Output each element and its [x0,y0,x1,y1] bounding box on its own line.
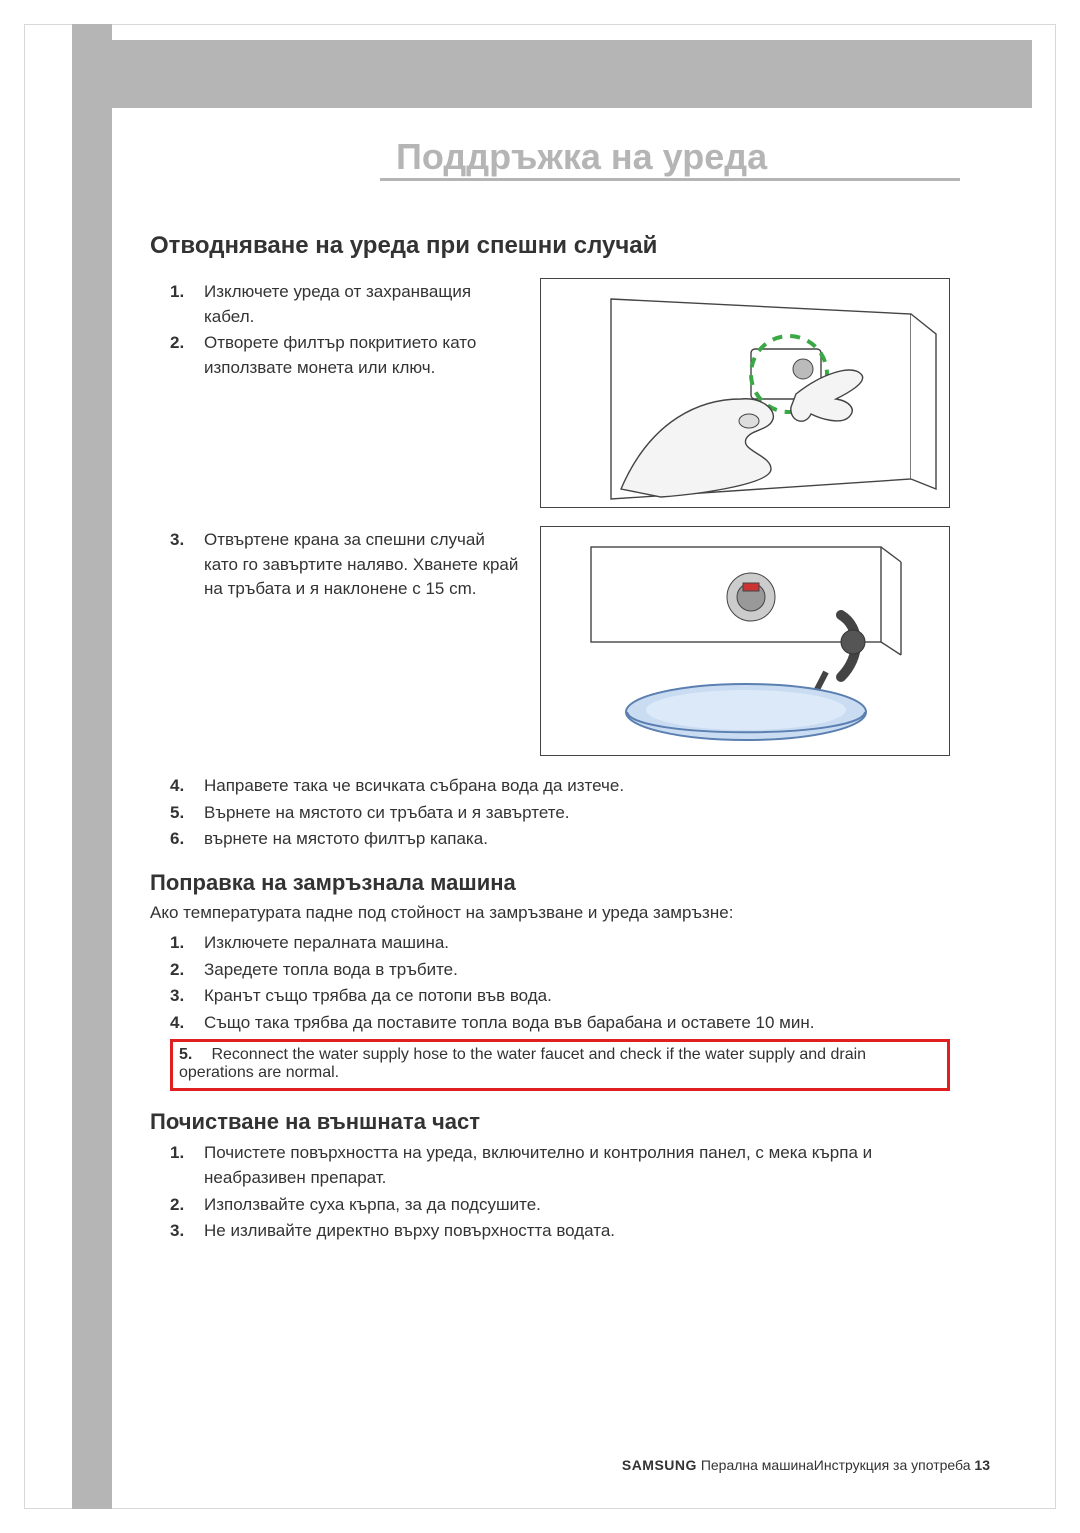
list-item: Изключете уреда от захранващия кабел. [204,280,520,329]
section3-heading: Почистване на външната част [150,1109,950,1135]
left-sidebar-bar [72,24,112,1509]
list-item: Не изливайте директно върху повърхността… [204,1219,950,1244]
footer-brand: SAMSUNG [622,1457,697,1473]
section1-heading: Отводняване на уреда при спешни случай [150,232,950,260]
page-title-underline [380,178,960,181]
list-item: Направете така че всичката събрана вода … [204,774,950,799]
callout-number: 5. [179,1046,207,1064]
section1-row2: Отвъртене крана за спешни случай като го… [150,526,950,756]
section2-callout: 5. Reconnect the water supply hose to th… [170,1039,950,1091]
steps-list-b: Направете така че всичката събрана вода … [150,774,950,852]
list-item: върнете на мястото филтър капака. [204,827,950,852]
section2-heading: Поправка на замръзнала машина [150,870,950,896]
list-item: Също така трябва да поставите топла вода… [204,1011,950,1036]
list-item: Отворете филтър покритието като използва… [204,331,520,380]
callout-text: Reconnect the water supply hose to the w… [179,1046,866,1081]
section1-steps-a: Изключете уреда от захранващия кабел. От… [150,278,520,383]
list-item: Почистете повърхността на уреда, включит… [204,1141,950,1190]
steps-list-a: Изключете уреда от захранващия кабел. От… [150,280,520,381]
list-item: Използвайте суха кърпа, за да подсушите. [204,1193,950,1218]
figure-drain-hose [540,526,950,756]
content-area: Отводняване на уреда при спешни случай И… [150,220,950,1246]
footer-page-number: 13 [974,1457,990,1473]
footer-text: Перална машинаИнструкция за употреба [701,1457,971,1473]
steps-list-step3: Отвъртене крана за спешни случай като го… [150,528,520,602]
section2-intro: Ако температурата падне под стойност на … [150,902,950,925]
list-item: Заредете топла вода в тръбите. [204,958,950,983]
list-item: Изключете пералната машина. [204,931,950,956]
page: Поддръжка на уреда Отводняване на уреда … [0,0,1080,1533]
top-gray-tab [112,40,1032,108]
section2-steps: Изключете пералната машина. Заредете топ… [150,931,950,1036]
section1-step3: Отвъртене крана за спешни случай като го… [150,526,520,604]
section1-row1: Изключете уреда от захранващия кабел. От… [150,278,950,508]
figure-open-cover [540,278,950,508]
page-title: Поддръжка на уреда [396,136,874,178]
figure1-col [540,278,950,508]
list-item: Върнете на мястото си тръбата и я завърт… [204,801,950,826]
page-footer: SAMSUNG Перална машинаИнструкция за упот… [622,1457,990,1473]
figure2-col [540,526,950,756]
list-item: Кранът също трябва да се потопи във вода… [204,984,950,1009]
section3-steps: Почистете повърхността на уреда, включит… [150,1141,950,1244]
list-item: Отвъртене крана за спешни случай като го… [204,528,520,602]
